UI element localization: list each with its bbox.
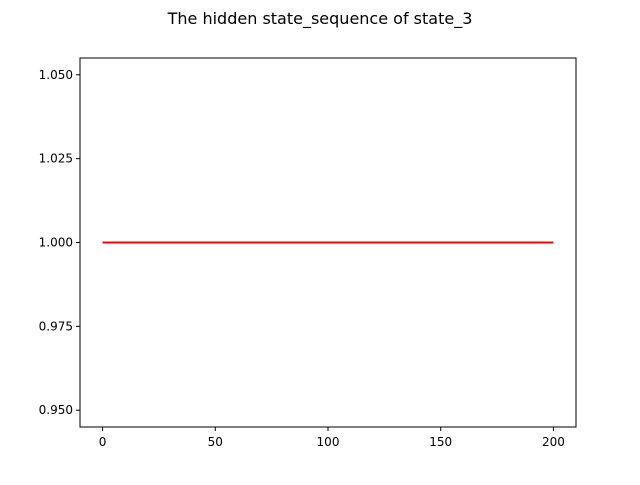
x-tick-label: 100	[317, 435, 340, 449]
y-tick-label: 0.975	[39, 319, 73, 333]
y-tick-label: 1.000	[39, 236, 73, 250]
x-tick-label: 50	[208, 435, 223, 449]
x-tick-label: 200	[542, 435, 565, 449]
y-tick-label: 0.950	[39, 403, 73, 417]
x-tick-label: 0	[99, 435, 107, 449]
y-tick-label: 1.050	[39, 68, 73, 82]
x-axis: 0 50 100 150 200	[99, 427, 565, 449]
chart-title: The hidden state_sequence of state_3	[167, 9, 473, 29]
y-axis: 0.950 0.975 1.000 1.025 1.050	[39, 68, 80, 417]
x-tick-label: 150	[429, 435, 452, 449]
y-tick-label: 1.025	[39, 152, 73, 166]
